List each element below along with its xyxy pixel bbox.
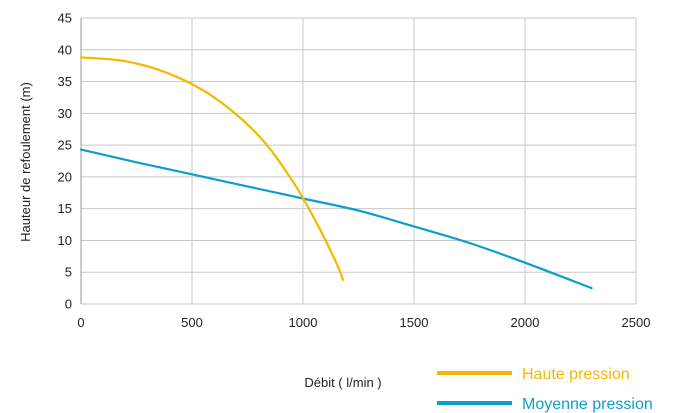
y-axis-ticks: 0 5 10 15 20 25 30 35 40 45 <box>58 11 72 312</box>
grid <box>80 17 637 305</box>
legend-label-haute-pression: Haute pression <box>522 366 630 383</box>
x-tick-label-0: 0 <box>77 315 84 330</box>
x-axis-ticks: 0 500 1000 1500 2000 2500 <box>77 315 650 330</box>
x-tick-label-2500: 2500 <box>622 315 651 330</box>
series-line-moyenne-pression <box>79 148 593 290</box>
y-tick-label-0: 0 <box>65 297 72 312</box>
x-axis-title: Débit ( l/min ) <box>304 375 381 390</box>
y-axis-title: Hauteur de refoulement (m) <box>18 82 33 242</box>
x-tick-label-1000: 1000 <box>289 315 318 330</box>
series-lines <box>79 56 593 290</box>
legend: Haute pression Moyenne pression <box>437 366 653 413</box>
legend-label-moyenne-pression: Moyenne pression <box>522 396 653 413</box>
y-tick-label-15: 15 <box>58 201 72 216</box>
x-tick-label-1500: 1500 <box>400 315 429 330</box>
y-tick-label-10: 10 <box>58 233 72 248</box>
y-tick-label-40: 40 <box>58 42 72 57</box>
y-tick-label-30: 30 <box>58 106 72 121</box>
y-tick-label-20: 20 <box>58 169 72 184</box>
y-tick-label-35: 35 <box>58 74 72 89</box>
x-tick-label-2000: 2000 <box>511 315 540 330</box>
y-tick-label-45: 45 <box>58 11 72 26</box>
y-tick-label-25: 25 <box>58 138 72 153</box>
series-line-haute-pression <box>79 56 345 281</box>
y-tick-label-5: 5 <box>65 265 72 280</box>
x-tick-label-500: 500 <box>181 315 203 330</box>
